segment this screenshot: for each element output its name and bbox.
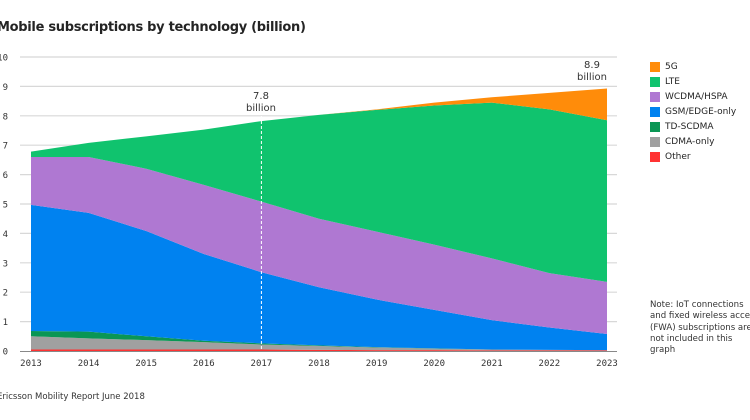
legend-swatch bbox=[650, 136, 660, 147]
annotation-unit: billion bbox=[246, 103, 276, 114]
legend-label: TD-SCDMA bbox=[665, 121, 714, 132]
annotation-value: 7.8 bbox=[253, 91, 269, 102]
area-td-scdma bbox=[31, 331, 607, 351]
x-tick-label: 2015 bbox=[135, 359, 157, 369]
area-5g bbox=[31, 88, 607, 152]
y-tick-label: 0 bbox=[3, 348, 8, 358]
x-tick-label: 2021 bbox=[481, 359, 503, 369]
area-lte bbox=[31, 102, 607, 282]
legend-item: TD-SCDMA bbox=[650, 119, 736, 134]
legend-item: LTE bbox=[650, 74, 736, 89]
legend-swatch bbox=[650, 121, 660, 132]
area-other bbox=[31, 349, 607, 351]
legend-label: LTE bbox=[665, 76, 680, 87]
x-tick-label: 2016 bbox=[193, 359, 215, 369]
legend-item: 5G bbox=[650, 59, 736, 74]
legend-swatch bbox=[650, 61, 660, 72]
annotation-2017: 7.8 billion bbox=[236, 91, 286, 115]
y-tick-label: 6 bbox=[3, 171, 8, 181]
legend-item: GSM/EDGE-only bbox=[650, 104, 736, 119]
y-tick-label: 1 bbox=[3, 318, 8, 328]
y-tick-label: 10 bbox=[0, 54, 8, 64]
y-tick-label: 2 bbox=[3, 289, 8, 299]
area-wcdma-hspa bbox=[31, 156, 607, 334]
annotation-value: 8.9 bbox=[584, 60, 600, 71]
y-tick-label: 4 bbox=[3, 230, 8, 240]
legend-item: Other bbox=[650, 149, 736, 164]
legend-swatch bbox=[650, 106, 660, 117]
x-tick-label: 2023 bbox=[596, 359, 618, 369]
legend: 5G LTE WCDMA/HSPA GSM/EDGE-only TD-SCDMA CDMA… bbox=[650, 59, 736, 164]
x-tick-label: 2014 bbox=[78, 359, 100, 369]
legend-label: WCDMA/HSPA bbox=[665, 91, 728, 102]
area-gsm-edge-only bbox=[31, 204, 607, 351]
y-tick-label: 9 bbox=[3, 83, 8, 93]
y-tick-label: 8 bbox=[3, 112, 8, 122]
legend-item: CDMA-only bbox=[650, 134, 736, 149]
area-cdma-only bbox=[31, 336, 607, 351]
x-tick-label: 2017 bbox=[251, 359, 273, 369]
x-tick-label: 2013 bbox=[20, 359, 42, 369]
legend-swatch bbox=[650, 151, 660, 162]
x-tick-label: 2018 bbox=[308, 359, 330, 369]
legend-item: WCDMA/HSPA bbox=[650, 89, 736, 104]
legend-swatch bbox=[650, 76, 660, 87]
y-tick-label: 7 bbox=[3, 142, 8, 152]
legend-label: 5G bbox=[665, 61, 678, 72]
x-tick-label: 2020 bbox=[423, 359, 445, 369]
legend-label: CDMA-only bbox=[665, 136, 715, 147]
chart-title: Mobile subscriptions by technology (bill… bbox=[0, 20, 306, 35]
annotation-2023: 8.9 billion bbox=[567, 60, 617, 84]
legend-label: GSM/EDGE-only bbox=[665, 106, 737, 117]
note-text: Note: IoT connections and fixed wireless… bbox=[650, 300, 750, 356]
x-tick-label: 2022 bbox=[539, 359, 561, 369]
y-tick-label: 5 bbox=[3, 201, 8, 211]
x-tick-label: 2019 bbox=[366, 359, 388, 369]
footer-source: Ericsson Mobility Report June 2018 bbox=[0, 392, 145, 402]
annotation-unit: billion bbox=[577, 72, 607, 83]
legend-label: Other bbox=[665, 151, 691, 162]
legend-swatch bbox=[650, 91, 660, 102]
y-tick-label: 3 bbox=[3, 259, 8, 269]
